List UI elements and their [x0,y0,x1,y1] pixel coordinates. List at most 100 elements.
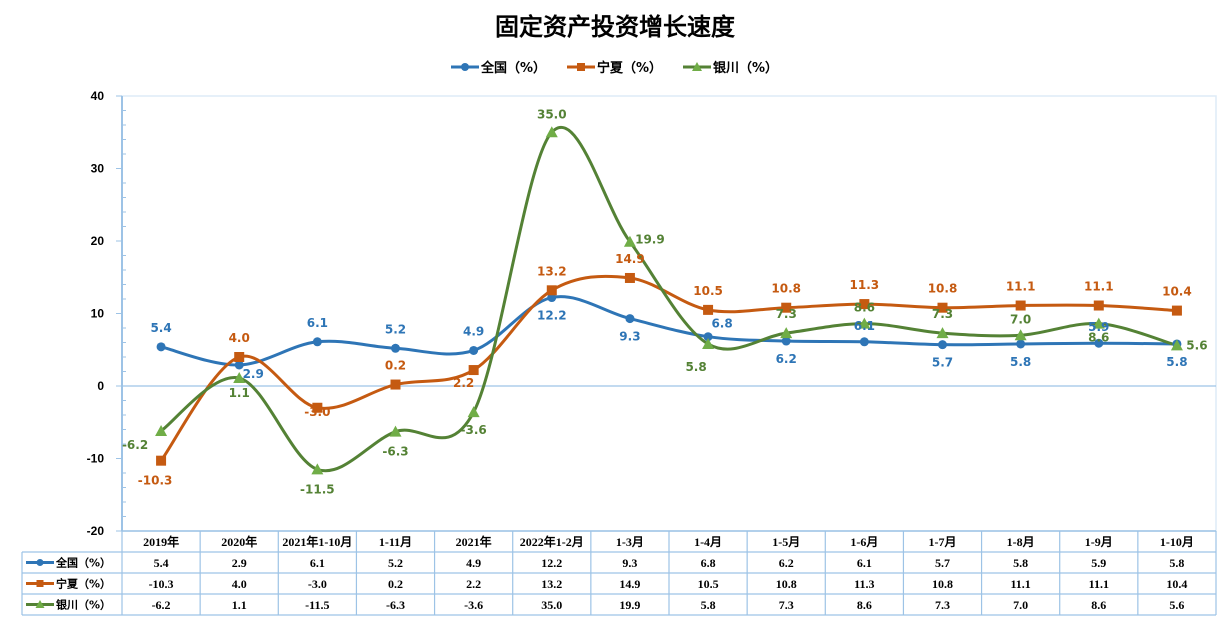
table-cell: 10.5 [698,577,719,591]
data-label: 4.9 [463,324,484,338]
table-cell: 10.4 [1166,577,1187,591]
table-cell: 11.1 [1089,577,1109,591]
y-tick-label: 30 [91,162,105,176]
data-labels: 5.4 2.9 6.1 5.2 4.9 12.2 9.3 6.8 6.2 6.1 5.7 5.8 5.9… [122,107,1208,496]
data-label: 11.1 [1006,280,1036,294]
data-label: 8.6 [854,301,875,315]
data-label: 10.5 [693,284,723,298]
table-row: 银川（%） -6.2 1.1 -11.5 -6.3 -3.6 35.0 19.9 5.8 7.3 8… [26,598,1184,612]
table-cell: 8.6 [857,598,872,612]
table-cell: -11.5 [305,598,329,612]
table-header-cell: 2021年1-10月 [282,534,352,549]
marker-square [312,402,323,413]
data-label: -6.3 [382,445,408,459]
data-label: 7.0 [1010,312,1031,326]
table-legend-square-icon [36,580,44,587]
marker-circle [859,337,869,347]
y-tick-label: 10 [91,307,105,321]
data-label: 5.8 [685,360,706,374]
table-cell: 11.1 [1010,577,1030,591]
data-table: 2019年 2020年 2021年1-10月 1-11月 2021年 2022年1-2月 1… [21,530,1217,616]
table-header-cell: 1-11月 [379,535,412,549]
marker-triangle [389,425,402,437]
table-cell: 14.9 [619,577,640,591]
marker-triangle [467,406,480,418]
table-cell: 19.9 [619,598,640,612]
marker-square [1093,300,1104,311]
table-cell: -10.3 [149,577,174,591]
data-label: 5.9 [1088,320,1109,334]
marker-triangle [233,372,246,384]
data-label: 11.1 [1084,280,1114,294]
marker-circle [938,340,947,350]
table-cell: 4.9 [466,556,481,570]
plot-area [121,95,1217,532]
marker-triangle [623,235,636,247]
data-label: -3.6 [461,423,487,437]
table-cell: 5.4 [154,556,169,570]
table-cell: 35.0 [541,598,562,612]
data-label: 2.9 [243,367,264,381]
y-tick-label: 0 [97,379,104,393]
table-cell: -3.6 [464,598,483,612]
data-label: 35.0 [537,107,567,121]
marker-square [937,302,948,313]
table-cell: 5.8 [1169,556,1184,570]
table-cell: 6.1 [310,556,325,570]
marker-square [234,352,245,362]
table-header-cell: 2021年 [456,534,492,549]
table-cell: 7.3 [935,598,950,612]
marker-circle [781,336,791,346]
data-label: 8.6 [1088,331,1109,345]
table-cell: 5.7 [935,556,950,570]
marker-triangle [936,327,949,339]
data-label: -3.0 [304,405,330,419]
marker-circle [703,332,713,342]
marker-square [781,302,792,313]
data-label: 6.1 [854,319,875,333]
chart-title: 固定资产投资增长速度 [495,12,736,41]
marker-circle [469,345,479,355]
table-header-cell: 2020年 [221,534,257,549]
data-label: 7.3 [776,307,797,321]
table-row-label: 银川（%） [56,598,111,612]
table-cell: 0.2 [388,577,403,591]
table-row-label: 全国（%） [55,556,111,570]
legend-item: 银川（%） [683,60,778,76]
table-cell: 4.0 [232,577,247,591]
data-label: -6.2 [122,438,148,452]
series-line-2 [160,126,1178,473]
table-header-cell: 1-4月 [694,535,722,549]
table-row-label: 宁夏（%） [56,577,111,591]
data-label: 7.3 [932,307,953,321]
data-label: 12.2 [537,309,567,323]
series-lines [159,126,1178,473]
data-label: 10.8 [928,282,958,296]
marker-circle [391,343,400,353]
marker-triangle [1170,339,1183,351]
plot-border [121,95,1217,532]
data-label: 10.4 [1162,285,1192,299]
table-cell: 6.2 [779,556,794,570]
table-cell: -6.2 [152,598,171,612]
table-header-cell: 1-7月 [929,535,957,549]
legend-item: 全国（%） [451,60,546,76]
legend-label: 宁夏（%） [597,60,662,76]
y-tick-label: 20 [91,234,105,248]
table-cell: 7.3 [779,598,794,612]
data-label: 5.8 [1010,355,1031,369]
y-tick-label: -20 [87,524,105,538]
table-row: 宁夏（%） -10.3 4.0 -3.0 0.2 2.2 13.2 14.9 10.5 10.8 1… [26,577,1187,591]
table-header-cell: 1-10月 [1160,535,1194,549]
table-cell: 1.1 [232,598,247,612]
y-tick-label: -10 [87,452,105,466]
data-label: 6.1 [307,316,328,330]
marker-triangle [155,424,168,436]
table-cell: 7.0 [1013,598,1028,612]
marker-triangle [311,463,324,475]
table-cell: 6.1 [857,556,872,570]
table-cell: 2.2 [466,577,481,591]
data-label: -11.5 [300,482,335,496]
table-cell: 5.8 [1013,556,1028,570]
